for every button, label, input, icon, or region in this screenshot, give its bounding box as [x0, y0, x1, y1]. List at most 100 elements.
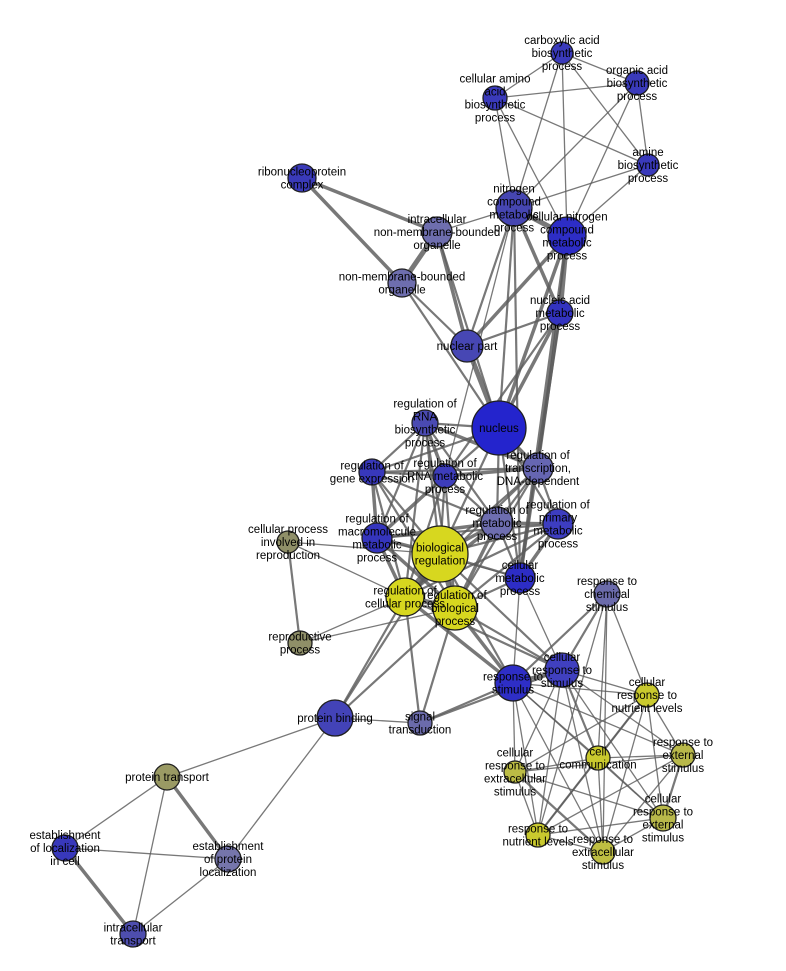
graph-edge-ptransport-epl	[165, 775, 230, 861]
graph-node-npart[interactable]	[450, 329, 484, 363]
graph-node-rcp[interactable]	[385, 577, 425, 617]
graph-edge-rchem-ccomm	[597, 593, 608, 759]
graph-node-cpir[interactable]	[276, 530, 300, 554]
graph-node-rmp[interactable]	[480, 506, 514, 540]
graph-node-ccomm[interactable]	[585, 745, 611, 771]
graph-node-rnp[interactable]	[287, 163, 317, 193]
node-label-cncmp: cellular nitrogen compound metabolic proces…	[526, 212, 607, 263]
graph-node-rext[interactable]	[670, 742, 696, 768]
node-label-rnp: ribonucleoprotein complex	[258, 167, 346, 192]
graph-node-rextracell[interactable]	[590, 839, 616, 865]
graph-node-caba[interactable]	[550, 41, 574, 65]
edge-layer	[63, 52, 685, 936]
graph-node-epl[interactable]	[214, 845, 242, 873]
graph-node-crstim[interactable]	[544, 652, 580, 688]
graph-node-crnl[interactable]	[634, 682, 660, 708]
graph-node-rpmp[interactable]	[542, 508, 574, 540]
graph-edge-ptransport-itransport	[132, 776, 168, 935]
node-label-ccomm: cell communication	[559, 747, 636, 772]
graph-edge-caba-amine	[561, 52, 649, 166]
graph-node-nmbo[interactable]	[387, 268, 417, 298]
node-label-rrbp: regulation of RNA biosynthetic process	[393, 399, 457, 450]
graph-edge-ptransport-elic	[64, 776, 168, 849]
graph-node-rmmp[interactable]	[361, 522, 393, 554]
graph-edge-crnl-ccomm	[597, 694, 648, 759]
graph-node-cmp[interactable]	[504, 562, 536, 594]
graph-node-ncmp[interactable]	[495, 189, 533, 227]
graph-node-cncmp[interactable]	[547, 216, 587, 256]
graph-edge-rcp-pbind	[334, 596, 406, 719]
graph-edge-oaba-caaba	[494, 82, 638, 99]
graph-edge-rcp-sigtrans	[403, 596, 422, 724]
node-label-rcp: regulation of cellular process	[365, 586, 445, 611]
node-label-repro: reproductive process	[268, 632, 331, 657]
graph-edge-rext-rextracell	[602, 754, 684, 853]
node-label-caaba: cellular amino acid biosynthetic process	[460, 74, 531, 125]
graph-node-crext[interactable]	[649, 804, 677, 832]
graph-node-nucleus[interactable]	[471, 400, 527, 456]
graph-edge-npart-ncmp	[465, 207, 516, 347]
node-label-rmmp: regulation of macromolecule metabolic proce…	[338, 514, 416, 565]
graph-edge-ccomm-rext	[597, 754, 684, 759]
graph-node-rrbp[interactable]	[411, 409, 439, 437]
graph-edge-oaba-amine	[636, 82, 649, 166]
graph-edge-rcp-crstim	[404, 596, 563, 671]
node-label-crextracell: cellular response to extracellular stimulus	[484, 748, 546, 799]
graph-node-rrmp[interactable]	[432, 463, 458, 489]
graph-node-rge[interactable]	[358, 458, 386, 486]
graph-edge-rcp-cpir	[287, 541, 406, 598]
graph-node-amine[interactable]	[636, 153, 660, 177]
graph-node-rbp[interactable]	[432, 585, 478, 631]
graph-node-inmbo[interactable]	[421, 216, 453, 248]
node-label-rrmp: regulation of RNA metabolic process	[407, 458, 483, 496]
graph-node-oaba[interactable]	[624, 70, 650, 96]
graph-edge-rextracell-crextracell	[514, 771, 604, 853]
graph-edge-rchem-rextracell	[602, 593, 608, 853]
graph-edge-rbp-pbind	[334, 607, 456, 719]
graph-node-repro[interactable]	[287, 630, 313, 656]
node-layer	[51, 41, 696, 948]
graph-edge-ncmp-nucleus	[497, 207, 516, 429]
node-label-amine: amine biosynthetic process	[618, 147, 679, 185]
node-label-namp: nucleic acid metabolic process	[530, 295, 590, 333]
graph-edge-crstim-crextracell	[514, 669, 563, 773]
graph-node-rchem[interactable]	[593, 580, 621, 608]
graph-node-bioreg[interactable]	[411, 525, 469, 583]
graph-node-crextracell[interactable]	[503, 760, 527, 784]
graph-edge-caba-ncmp	[513, 52, 563, 209]
label-layer: carboxylic acid biosynthetic process organi…	[30, 35, 714, 948]
graph-edge-elic-itransport	[63, 846, 135, 936]
node-label-rnl: response to nutrient levels	[503, 824, 574, 849]
graph-edge-ncmp-namp	[512, 207, 562, 314]
graph-node-namp[interactable]	[546, 299, 574, 327]
graph-edge-pbind-epl	[227, 717, 336, 860]
graph-edge-caba-caaba	[494, 52, 563, 99]
graph-node-rtdd[interactable]	[522, 452, 554, 484]
graph-edge-rge-rbp	[371, 471, 456, 609]
graph-node-caaba[interactable]	[482, 85, 508, 111]
graph-node-itransport[interactable]	[119, 920, 147, 948]
graph-edge-rcp-rstim	[403, 595, 515, 685]
node-label-rchem: response to chemical stimulus	[577, 576, 637, 614]
node-label-rmp: regulation of metabolic process	[465, 505, 529, 543]
graph-edge-caaba-amine	[494, 97, 649, 166]
graph-edge-caba-oaba	[561, 52, 638, 84]
graph-edge-rmmp-rpmp	[376, 522, 559, 540]
node-label-rpmp: regulation of primary metabolic process	[526, 500, 590, 551]
graph-node-pbind[interactable]	[316, 699, 354, 737]
graph-node-ptransport[interactable]	[153, 763, 181, 791]
node-label-nmbo: non-membrane-bounded organelle	[339, 272, 466, 297]
graph-edge-rnp-inmbo	[301, 176, 438, 234]
node-label-rextracell: response to extracellular stimulus	[572, 834, 634, 872]
node-label-itransport: intracellular transport	[104, 923, 163, 948]
graph-edge-bioreg-pbind	[334, 553, 441, 719]
graph-node-elic[interactable]	[51, 834, 79, 862]
graph-node-rstim[interactable]	[494, 664, 532, 702]
node-label-elic: establishment of localization in cell	[30, 830, 102, 868]
graph-edge-rstim-rext	[512, 682, 684, 756]
graph-node-rnl[interactable]	[525, 822, 551, 848]
graph-edge-cncmp-nucleus	[497, 235, 569, 429]
graph-node-sigtrans[interactable]	[407, 710, 433, 736]
graph-edge-crstim-rext	[561, 669, 684, 756]
